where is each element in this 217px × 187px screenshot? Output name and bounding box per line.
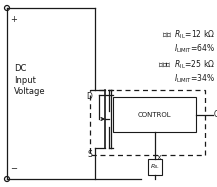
Text: $I_{\rm LIMIT}$=64%: $I_{\rm LIMIT}$=64% xyxy=(174,42,215,54)
Text: $I_{\rm LIMIT}$=34%: $I_{\rm LIMIT}$=34% xyxy=(174,72,215,85)
Bar xyxy=(113,97,196,132)
Text: DC
Input
Voltage: DC Input Voltage xyxy=(14,64,46,96)
Text: 再例如  $R_{\rm IL}$=25 kΩ: 再例如 $R_{\rm IL}$=25 kΩ xyxy=(158,58,215,70)
Text: 例如  $R_{\rm IL}$=12 kΩ: 例如 $R_{\rm IL}$=12 kΩ xyxy=(162,28,215,41)
Text: C: C xyxy=(214,110,217,119)
Bar xyxy=(148,159,161,175)
Text: D: D xyxy=(86,92,92,101)
Bar xyxy=(90,90,205,155)
Text: CONTROL: CONTROL xyxy=(138,111,171,117)
Text: X: X xyxy=(156,155,161,161)
Text: S: S xyxy=(87,150,92,159)
Text: +: + xyxy=(10,15,17,24)
Text: $R_{\rm IL}$: $R_{\rm IL}$ xyxy=(150,163,159,171)
Text: −: − xyxy=(10,164,17,173)
